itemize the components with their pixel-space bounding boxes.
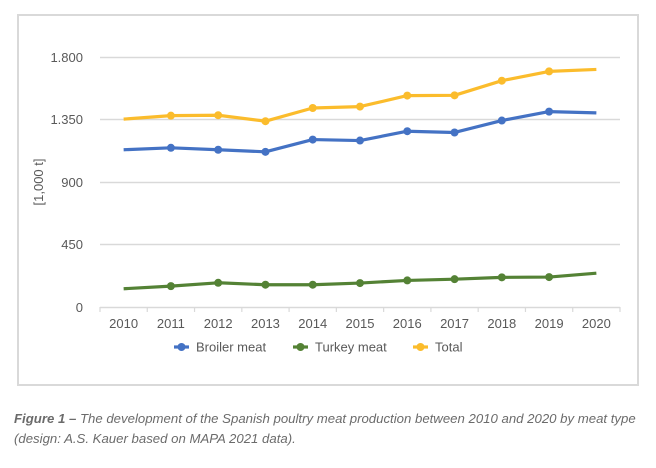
data-point	[166, 282, 175, 291]
data-point	[545, 273, 554, 282]
data-point	[356, 136, 364, 145]
data-point	[166, 111, 175, 120]
chart-frame	[17, 14, 639, 386]
legend-item: Broiler meat	[174, 340, 266, 355]
data-point	[308, 135, 317, 144]
data-point	[308, 280, 317, 289]
legend-item: Turkey meat	[293, 340, 387, 355]
data-point	[356, 102, 364, 111]
legend-label: Total	[435, 340, 463, 355]
data-point	[261, 117, 270, 126]
data-point	[450, 275, 459, 284]
data-point	[545, 107, 554, 116]
legend-swatch-marker	[416, 343, 425, 351]
data-point	[214, 278, 223, 287]
data-point	[261, 147, 270, 156]
legend-swatch-marker	[177, 343, 186, 351]
data-point	[497, 273, 506, 282]
y-tick-label: 1.800	[50, 50, 83, 65]
x-axis: 2010 2011 2012 2013 2014 2015 2016 2017 2018 2019…	[99, 306, 621, 331]
caption-text: The development of the Spanish poultry m…	[14, 411, 636, 446]
x-tick-label: 2015	[346, 316, 375, 331]
series-line	[123, 67, 597, 123]
gridlines	[100, 56, 620, 246]
x-tick-label: 2010	[109, 316, 138, 331]
x-tick-label: 2011	[157, 316, 185, 331]
data-point	[403, 91, 412, 100]
data-point	[214, 111, 223, 120]
data-point	[356, 279, 364, 288]
legend: Broiler meat Turkey meat Total	[174, 340, 463, 355]
x-tick-label: 2020	[582, 316, 611, 331]
data-point	[545, 67, 554, 76]
x-tick-label: 2017	[440, 316, 469, 331]
caption-label: Figure 1 –	[14, 411, 77, 426]
y-tick-label: 450	[61, 237, 83, 252]
x-tick-label: 2016	[393, 316, 422, 331]
x-tick-label: 2018	[487, 316, 516, 331]
series-lines	[123, 67, 597, 291]
figure-caption: Figure 1 – The development of the Spanis…	[14, 409, 644, 449]
data-point	[214, 145, 223, 154]
x-tick-label: 2019	[535, 316, 564, 331]
data-point	[450, 128, 459, 137]
data-point	[403, 127, 412, 136]
y-tick-label: 1.350	[50, 112, 83, 127]
data-point	[166, 143, 175, 152]
legend-item: Total	[413, 340, 463, 355]
data-point	[450, 91, 459, 100]
x-tick-label: 2012	[204, 316, 233, 331]
series-line	[123, 110, 597, 154]
line-chart: 2010 2011 2012 2013 2014 2015 2016 2017 2018 2019…	[31, 50, 621, 355]
data-point	[497, 76, 506, 85]
x-tick-label: 2013	[251, 316, 280, 331]
data-point	[261, 280, 270, 289]
y-tick-label: 0	[76, 300, 83, 315]
series-total	[123, 67, 597, 126]
legend-swatch-marker	[296, 343, 305, 351]
x-tick-label: 2014	[298, 316, 327, 331]
data-point	[308, 103, 317, 112]
data-point	[403, 276, 412, 285]
legend-label: Turkey meat	[315, 340, 387, 355]
legend-label: Broiler meat	[196, 340, 266, 355]
y-axis: 0 450 900 1.350 1.800	[50, 50, 83, 315]
series-turkey-meat	[123, 271, 597, 291]
y-axis-title: [1,000 t]	[31, 159, 46, 206]
series-broiler-meat	[123, 107, 597, 156]
data-point	[497, 116, 506, 125]
y-tick-label: 900	[61, 175, 83, 190]
